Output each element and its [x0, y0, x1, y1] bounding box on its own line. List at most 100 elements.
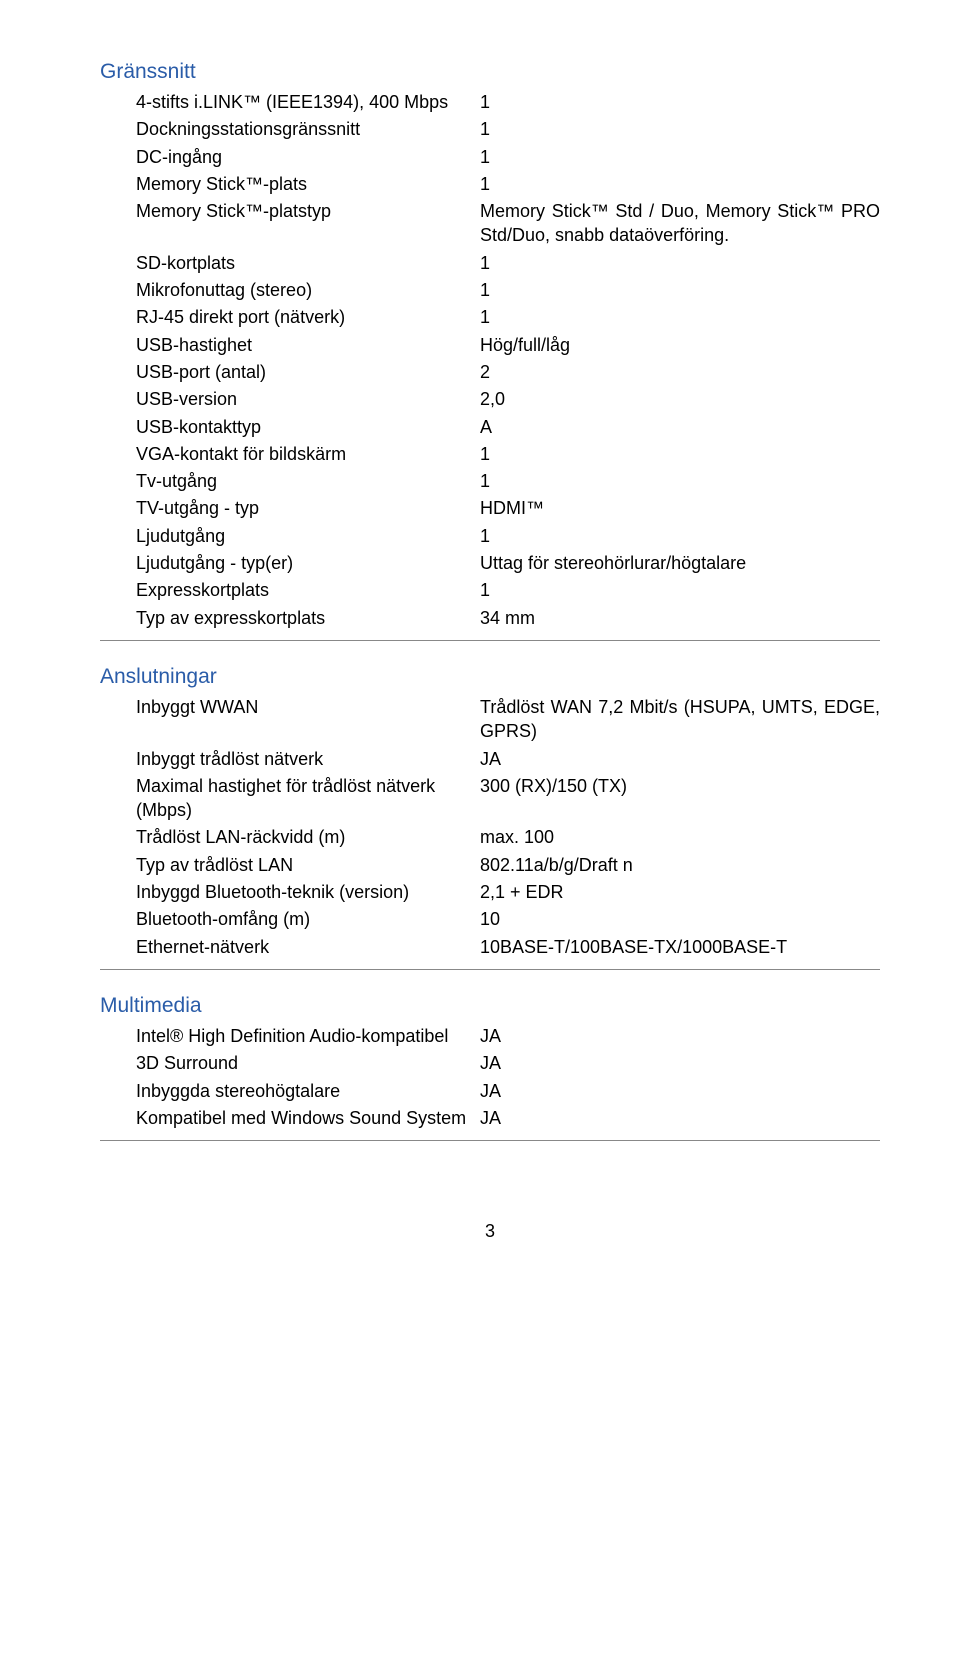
spec-row: Memory Stick™-plats1 — [100, 172, 880, 196]
spec-label: Inbyggda stereohögtalare — [100, 1079, 480, 1103]
spec-row: Ethernet-nätverk10BASE-T/100BASE-TX/1000… — [100, 935, 880, 959]
spec-label: DC-ingång — [100, 145, 480, 169]
spec-row: Intel® High Definition Audio-kompatibelJ… — [100, 1024, 880, 1048]
spec-value: 34 mm — [480, 606, 880, 630]
spec-row: Typ av expresskortplats34 mm — [100, 606, 880, 630]
spec-value: 2,0 — [480, 387, 880, 411]
spec-value: 10BASE-T/100BASE-TX/1000BASE-T — [480, 935, 880, 959]
spec-label: Ljudutgång - typ(er) — [100, 551, 480, 575]
spec-row: USB-kontakttypA — [100, 415, 880, 439]
spec-label: Dockningsstationsgränssnitt — [100, 117, 480, 141]
section-title: Gränssnitt — [100, 60, 880, 84]
section-divider — [100, 1140, 880, 1141]
spec-value: 802.11a/b/g/Draft n — [480, 853, 880, 877]
spec-section: Gränssnitt 4-stifts i.LINK™ (IEEE1394), 4… — [100, 60, 880, 641]
spec-label: 3D Surround — [100, 1051, 480, 1075]
spec-value: Memory Stick™ Std / Duo, Memory Stick™ P… — [480, 199, 880, 248]
spec-section: Anslutningar Inbyggt WWANTrådlöst WAN 7,2… — [100, 665, 880, 970]
spec-label: USB-port (antal) — [100, 360, 480, 384]
spec-label: Memory Stick™-platstyp — [100, 199, 480, 248]
spec-row: 3D SurroundJA — [100, 1051, 880, 1075]
spec-row: Maximal hastighet för trådlöst nätverk (… — [100, 774, 880, 823]
spec-label: USB-hastighet — [100, 333, 480, 357]
spec-value: max. 100 — [480, 825, 880, 849]
spec-value: 1 — [480, 172, 880, 196]
page-number: 3 — [100, 1221, 880, 1242]
spec-label: Bluetooth-omfång (m) — [100, 907, 480, 931]
spec-value: 10 — [480, 907, 880, 931]
spec-label: Memory Stick™-plats — [100, 172, 480, 196]
spec-label: Intel® High Definition Audio-kompatibel — [100, 1024, 480, 1048]
spec-row: Mikrofonuttag (stereo)1 — [100, 278, 880, 302]
spec-row: 4-stifts i.LINK™ (IEEE1394), 400 Mbps1 — [100, 90, 880, 114]
spec-row: TV-utgång - typHDMI™ — [100, 496, 880, 520]
spec-label: Inbyggt trådlöst nätverk — [100, 747, 480, 771]
spec-value: 1 — [480, 578, 880, 602]
spec-value: JA — [480, 1079, 880, 1103]
spec-value: JA — [480, 747, 880, 771]
spec-value: Uttag för stereohörlurar/högtalare — [480, 551, 880, 575]
spec-row: Inbyggda stereohögtalareJA — [100, 1079, 880, 1103]
spec-label: Ethernet-nätverk — [100, 935, 480, 959]
spec-row: Inbyggd Bluetooth-teknik (version)2,1 + … — [100, 880, 880, 904]
spec-value: JA — [480, 1106, 880, 1130]
spec-value: 300 (RX)/150 (TX) — [480, 774, 880, 823]
spec-value: JA — [480, 1024, 880, 1048]
spec-value: 2 — [480, 360, 880, 384]
spec-value: 1 — [480, 469, 880, 493]
spec-label: Inbyggt WWAN — [100, 695, 480, 744]
spec-row: DC-ingång1 — [100, 145, 880, 169]
section-title: Anslutningar — [100, 665, 880, 689]
spec-label: USB-version — [100, 387, 480, 411]
spec-row: Inbyggt WWANTrådlöst WAN 7,2 Mbit/s (HSU… — [100, 695, 880, 744]
spec-value: 1 — [480, 278, 880, 302]
spec-label: SD-kortplats — [100, 251, 480, 275]
spec-row: Expresskortplats1 — [100, 578, 880, 602]
spec-value: 1 — [480, 442, 880, 466]
spec-value: 2,1 + EDR — [480, 880, 880, 904]
spec-label: Typ av trådlöst LAN — [100, 853, 480, 877]
spec-value: 1 — [480, 145, 880, 169]
spec-row: SD-kortplats1 — [100, 251, 880, 275]
spec-row: Memory Stick™-platstypMemory Stick™ Std … — [100, 199, 880, 248]
spec-label: RJ-45 direkt port (nätverk) — [100, 305, 480, 329]
spec-label: Kompatibel med Windows Sound System — [100, 1106, 480, 1130]
spec-row: Typ av trådlöst LAN802.11a/b/g/Draft n — [100, 853, 880, 877]
spec-label: 4-stifts i.LINK™ (IEEE1394), 400 Mbps — [100, 90, 480, 114]
spec-value: Hög/full/låg — [480, 333, 880, 357]
spec-label: Typ av expresskortplats — [100, 606, 480, 630]
spec-row: RJ-45 direkt port (nätverk)1 — [100, 305, 880, 329]
spec-label: Maximal hastighet för trådlöst nätverk (… — [100, 774, 480, 823]
spec-value: 1 — [480, 90, 880, 114]
spec-row: USB-hastighetHög/full/låg — [100, 333, 880, 357]
spec-label: Trådlöst LAN-räckvidd (m) — [100, 825, 480, 849]
spec-value: 1 — [480, 305, 880, 329]
spec-value: 1 — [480, 117, 880, 141]
spec-row: USB-version2,0 — [100, 387, 880, 411]
spec-label: TV-utgång - typ — [100, 496, 480, 520]
spec-row: Ljudutgång - typ(er)Uttag för stereohörl… — [100, 551, 880, 575]
spec-row: Tv-utgång1 — [100, 469, 880, 493]
spec-row: VGA-kontakt för bildskärm1 — [100, 442, 880, 466]
spec-label: USB-kontakttyp — [100, 415, 480, 439]
spec-row: Inbyggt trådlöst nätverkJA — [100, 747, 880, 771]
section-title: Multimedia — [100, 994, 880, 1018]
spec-row: Ljudutgång1 — [100, 524, 880, 548]
spec-row: Kompatibel med Windows Sound SystemJA — [100, 1106, 880, 1130]
spec-label: Expresskortplats — [100, 578, 480, 602]
section-divider — [100, 969, 880, 970]
spec-value: Trådlöst WAN 7,2 Mbit/s (HSUPA, UMTS, ED… — [480, 695, 880, 744]
spec-value: 1 — [480, 524, 880, 548]
spec-label: Tv-utgång — [100, 469, 480, 493]
spec-value: 1 — [480, 251, 880, 275]
spec-label: Inbyggd Bluetooth-teknik (version) — [100, 880, 480, 904]
spec-value: JA — [480, 1051, 880, 1075]
section-divider — [100, 640, 880, 641]
spec-row: Dockningsstationsgränssnitt1 — [100, 117, 880, 141]
spec-section: Multimedia Intel® High Definition Audio-k… — [100, 994, 880, 1141]
document-body: Gränssnitt 4-stifts i.LINK™ (IEEE1394), 4… — [100, 60, 880, 1141]
spec-label: Mikrofonuttag (stereo) — [100, 278, 480, 302]
spec-value: A — [480, 415, 880, 439]
spec-label: VGA-kontakt för bildskärm — [100, 442, 480, 466]
spec-row: USB-port (antal)2 — [100, 360, 880, 384]
